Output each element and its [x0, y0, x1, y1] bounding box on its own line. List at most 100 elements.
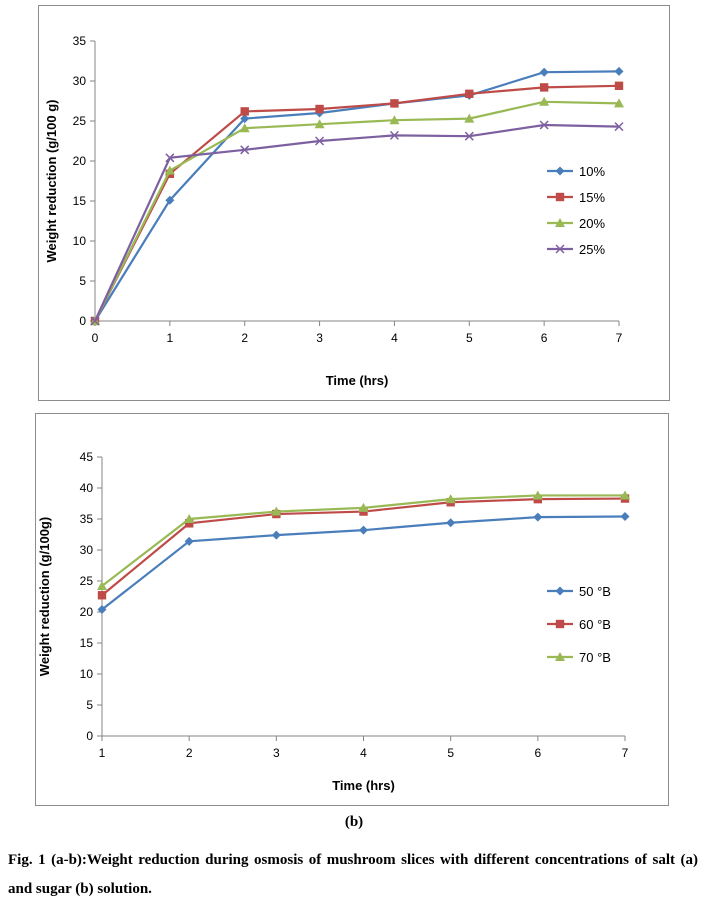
chart-b-legend-marker	[555, 586, 565, 596]
chart-b-x-tick-label: 2	[186, 746, 193, 760]
chart-b-y-tick-label: 35	[80, 512, 94, 526]
chart-a-data-point	[239, 123, 250, 133]
chart-b-frame: 0 5 10 15 20 25 30 35 40 45 1 2 3 4 5 6 7 Time (hrs) Weigh…	[35, 413, 669, 806]
chart-a-data-point	[240, 145, 250, 155]
chart-b-legend-label: 70 °B	[579, 650, 611, 665]
chart-a-series-3	[90, 96, 624, 325]
chart-b-x-tick-label: 5	[447, 746, 454, 760]
chart-a-legend-item: 20%	[547, 216, 605, 231]
chart-a-y-tick-label: 35	[73, 34, 87, 48]
chart-a-data-point	[389, 130, 399, 140]
chart-a-frame: 0 5 10 15 20 25 30 35 0 1 2 3 4 5 6 7 Time (hrs) Weight r…	[38, 5, 670, 401]
chart-b-legend-marker	[555, 619, 565, 629]
chart-a-legend-label: 20%	[579, 216, 605, 231]
chart-b-data-point	[184, 514, 195, 523]
chart-a-legend-marker	[555, 218, 565, 227]
chart-a-data-point	[240, 114, 250, 124]
chart-a-x-tick-label: 7	[616, 331, 623, 345]
chart-b-data-point	[97, 605, 107, 615]
chart-a: 0 5 10 15 20 25 30 35 0 1 2 3 4 5 6 7 Time (hrs) Weight r…	[44, 34, 624, 388]
chart-a-data-point	[539, 83, 549, 92]
chart-a-data-point	[240, 107, 249, 116]
chart-b-data-point	[358, 502, 369, 512]
chart-b-y-tick-label: 0	[86, 729, 93, 743]
chart-a-data-point	[464, 131, 474, 141]
chart-b-legend-marker	[555, 652, 565, 661]
chart-a-data-point	[465, 89, 474, 98]
chart-a-data-point	[539, 120, 549, 130]
chart-a-data-point	[614, 122, 624, 132]
chart-a-y-axis-title: Weight reduction (g/100 g)	[44, 100, 59, 263]
chart-b-data-point	[445, 494, 456, 504]
chart-b-data-point	[533, 512, 543, 522]
chart-b-y-axis-title: Weight reduction (g/100g)	[37, 517, 52, 676]
chart-a-series-line	[94, 100, 620, 322]
chart-b-data-point	[532, 490, 543, 500]
chart-a-data-point	[315, 136, 325, 146]
chart-b-x-axis-title: Time (hrs)	[332, 778, 395, 793]
chart-a-x-tick-label: 6	[541, 331, 548, 345]
chart-a-data-point	[164, 165, 175, 175]
chart-a-y-tick-label: 30	[73, 74, 87, 88]
chart-b-y-tick-label: 25	[80, 574, 94, 588]
chart-a-data-point	[614, 98, 624, 108]
chart-a-legend-marker	[555, 166, 565, 176]
chart-b-legend-item: 50 °B	[547, 584, 611, 599]
chart-b-legend-label: 60 °B	[579, 617, 611, 632]
chart-a-legend-marker	[555, 244, 565, 254]
chart-b-y-tick-label: 40	[80, 481, 94, 495]
chart-b-legend-label: 50 °B	[579, 584, 611, 599]
chart-b-data-point	[97, 591, 107, 600]
chart-b-x-tick-label: 1	[99, 746, 106, 760]
chart-b-series-1	[97, 512, 630, 615]
chart-b-y-tick-label: 20	[80, 605, 94, 619]
chart-a-data-point	[389, 115, 400, 125]
chart-a-data-point	[90, 316, 100, 326]
chart-a-legend-label: 10%	[579, 164, 605, 179]
chart-b-data-point	[620, 512, 630, 522]
chart-b-y-tick-label: 15	[80, 636, 94, 650]
chart-a-legend-item: 10%	[547, 164, 605, 179]
chart-a-data-point	[165, 195, 175, 205]
chart-b-x-tick-label: 7	[622, 746, 629, 760]
chart-a-y-tick-label: 5	[79, 274, 86, 288]
chart-a-data-point	[539, 96, 550, 106]
chart-a-series-line	[94, 70, 620, 322]
chart-a-data-point	[165, 153, 175, 163]
figure-caption: Fig. 1 (a-b):Weight reduction during osm…	[8, 852, 698, 897]
chart-b-y-tick-label: 30	[80, 543, 94, 557]
chart-a-data-point	[614, 81, 624, 90]
chart-b-x-tick-label: 6	[534, 746, 541, 760]
chart-a-y-tick-label: 0	[79, 314, 86, 328]
chart-b-x-tick-label: 4	[360, 746, 367, 760]
chart-a-series-4	[90, 120, 624, 326]
chart-a-legend-label: 25%	[579, 242, 605, 257]
chart-a-series-line	[94, 123, 620, 322]
chart-b-data-point	[97, 580, 107, 590]
chart-a-data-point	[390, 99, 399, 108]
chart-b-legend-item: 70 °B	[547, 650, 611, 665]
chart-b-data-point	[446, 518, 456, 528]
chart-a-x-tick-label: 2	[241, 331, 248, 345]
chart-a-y-tick-label: 20	[73, 154, 87, 168]
chart-b-y-tick-label: 10	[80, 667, 94, 681]
chart-a-legend-marker	[555, 192, 565, 202]
chart-a-legend-item: 25%	[547, 242, 605, 257]
chart-b-x-tick-label: 3	[273, 746, 280, 760]
chart-a-x-tick-label: 0	[92, 331, 99, 345]
chart-b-series-3	[97, 490, 630, 590]
chart-b-y-tick-label: 45	[80, 450, 94, 464]
chart-a-y-tick-label: 25	[73, 114, 87, 128]
chart-b-data-point	[184, 536, 194, 546]
chart-b-data-point	[271, 506, 282, 516]
chart-a-data-point	[539, 67, 549, 77]
chart-a-x-tick-label: 3	[316, 331, 323, 345]
chart-b-legend-item: 60 °B	[547, 617, 611, 632]
chart-a-data-point	[464, 113, 475, 123]
chart-a-legend-label: 15%	[579, 190, 605, 205]
chart-a-data-point	[314, 119, 325, 129]
chart-a-data-point	[315, 104, 324, 114]
chart-b-data-point	[620, 490, 630, 500]
chart-a-x-axis-title: Time (hrs)	[326, 373, 389, 388]
